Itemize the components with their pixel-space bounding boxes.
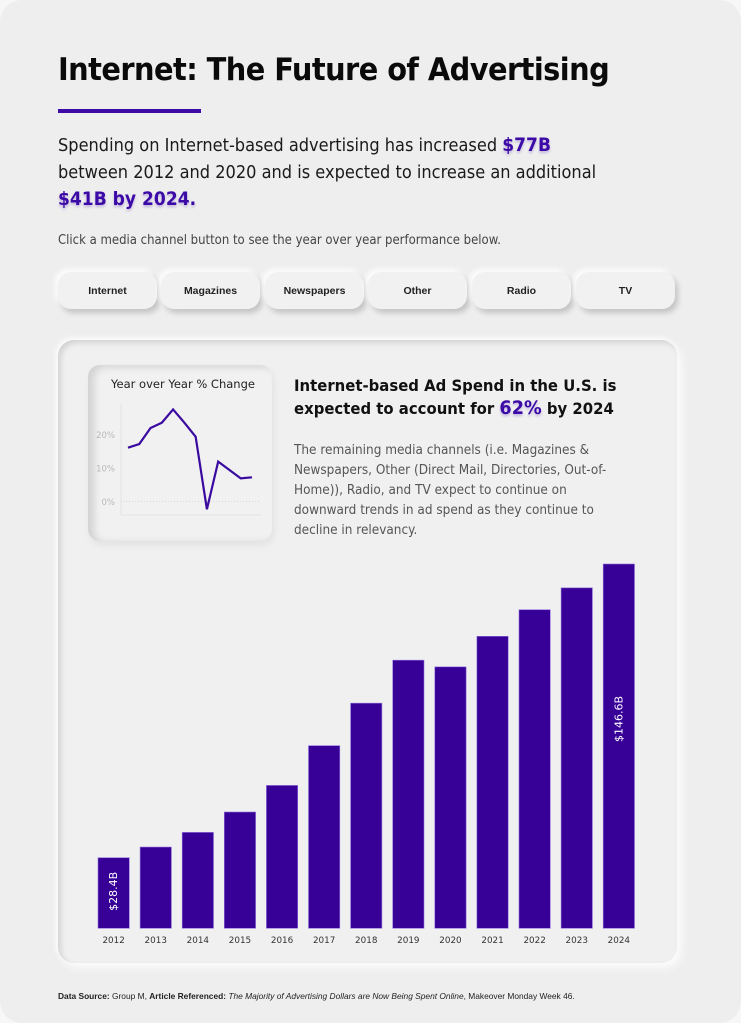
x-tick-2019: 2019 — [397, 936, 419, 946]
footer-source: Data Source: Group M, Article Referenced… — [58, 991, 575, 1001]
lead-text-1: Spending on Internet-based advertising h… — [58, 135, 503, 156]
instruction-text: Click a media channel button to see the … — [58, 233, 501, 248]
x-tick-2017: 2017 — [313, 936, 335, 946]
panel-headline: Internet-based Ad Spend in the U.S. is e… — [294, 374, 638, 420]
bar-2014 — [181, 832, 214, 929]
bar-label-2024: $146.6B — [612, 696, 625, 742]
x-tick-2014: 2014 — [187, 936, 210, 946]
yoy-chart-card — [88, 365, 272, 541]
bar-2013 — [139, 846, 172, 929]
x-tick-2021: 2021 — [481, 936, 503, 946]
bar-2023 — [560, 587, 593, 929]
tab-other[interactable]: Other — [368, 272, 467, 309]
yoy-chart-title: Year over Year % Change — [111, 377, 255, 391]
source-label: Data Source: — [58, 991, 110, 1001]
source-value: Group M, — [109, 991, 150, 1001]
x-tick-2012: 2012 — [102, 936, 124, 946]
yoy-tick-label: 20% — [96, 431, 115, 441]
headline-text: Internet-based Ad Spend in the U.S. is e… — [294, 376, 617, 418]
page-title: Internet: The Future of Advertising — [58, 52, 610, 88]
x-tick-2015: 2015 — [229, 936, 251, 946]
x-tick-2016: 2016 — [271, 936, 294, 946]
yoy-tick-label: 0% — [102, 498, 116, 508]
title-underline — [58, 109, 201, 113]
tab-tv[interactable]: TV — [576, 272, 675, 309]
yoy-tick-label: 10% — [96, 465, 115, 475]
bar-2017 — [308, 745, 341, 929]
lead-highlight-41b: $41B by 2024. — [58, 188, 197, 210]
bar-2018 — [350, 702, 383, 929]
bar-2016 — [266, 785, 298, 929]
x-tick-2018: 2018 — [355, 936, 377, 946]
x-tick-2020: 2020 — [439, 936, 462, 946]
x-tick-2013: 2013 — [145, 936, 167, 946]
tab-internet[interactable]: Internet — [58, 272, 157, 309]
bar-2021 — [476, 636, 509, 929]
headline-percent: 62% — [499, 397, 542, 419]
bar-label-2012: $28.4B — [107, 872, 120, 911]
lead-text-2: between 2012 and 2020 and is expected to… — [58, 162, 597, 183]
x-tick-2023: 2023 — [566, 936, 588, 946]
x-tick-2024: 2024 — [608, 936, 631, 946]
bar-2012 — [97, 857, 130, 929]
tab-radio[interactable]: Radio — [472, 272, 571, 309]
bar-2022 — [518, 609, 551, 929]
tab-magazines[interactable]: Magazines — [161, 272, 260, 309]
article-label: Article Referenced: — [149, 991, 227, 1001]
lead-highlight-77b: $77B — [502, 134, 552, 156]
bar-2020 — [434, 666, 467, 929]
headline-suffix: by 2024 — [541, 399, 614, 418]
lead-paragraph: Spending on Internet-based advertising h… — [58, 132, 598, 213]
article-title: The Majority of Advertising Dollars are … — [226, 991, 464, 1001]
panel-description: The remaining media channels (i.e. Magaz… — [294, 443, 607, 538]
bar-2024 — [602, 563, 635, 929]
bar-2019 — [392, 659, 425, 929]
article-suffix: , Makeover Monday Week 46. — [463, 991, 575, 1001]
x-tick-2022: 2022 — [523, 936, 545, 946]
tab-newspapers[interactable]: Newspapers — [265, 272, 364, 309]
yoy-series-line — [127, 407, 253, 510]
bar-2015 — [224, 811, 256, 929]
